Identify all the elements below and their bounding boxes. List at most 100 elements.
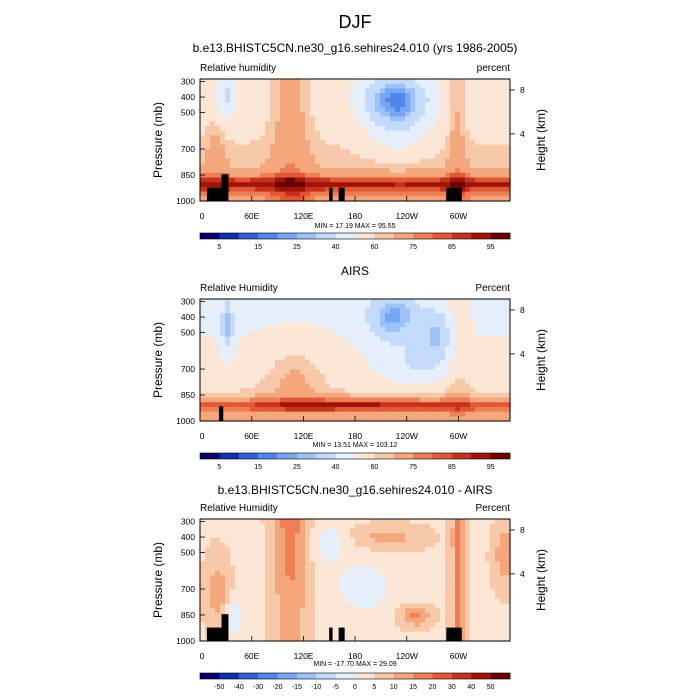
contour-cell [470,542,476,548]
contour-cell [300,397,306,403]
contour-cell [455,416,461,422]
contour-cell [455,561,461,567]
contour-cell [375,317,381,324]
contour-cell [255,631,261,637]
contour-cell [215,79,221,85]
contour-cell [200,121,206,127]
contour-cell [505,107,511,113]
contour-cell [395,350,401,356]
contour-cell [225,570,231,576]
contour-cell [400,135,406,141]
contour-cell [390,177,396,183]
contour-cell [485,533,491,539]
contour-cell [285,308,291,314]
contour-cell [295,570,301,576]
contour-cell [200,416,206,422]
contour-cell [305,163,311,169]
contour-cell [380,580,386,586]
contour-cell [465,523,471,529]
contour-cell [235,584,241,590]
contour-cell [220,135,226,141]
contour-cell [445,392,451,399]
contour-cell [310,83,316,89]
contour-cell [330,542,336,548]
contour-cell [380,584,386,590]
contour-cell [380,406,386,413]
contour-cell [340,177,346,183]
contour-cell [395,617,401,623]
contour-cell [420,551,426,558]
contour-cell [310,121,316,127]
contour-cell [325,402,331,408]
contour-cell [320,130,326,136]
contour-cell [355,322,361,328]
contour-cell [230,364,236,370]
contour-cell [465,519,471,525]
contour-cell [395,378,401,385]
contour-cell [375,551,381,558]
contour-cell [315,584,321,590]
contour-cell [320,551,326,558]
contour-cell [295,177,301,183]
contour-cell [400,388,406,394]
contour-cell [305,83,311,89]
contour-cell [245,79,251,85]
contour-cell [240,149,246,155]
contour-cell [490,406,496,413]
contour-cell [495,130,501,136]
contour-cell [345,584,351,590]
contour-cell [455,154,461,160]
contour-cell [375,537,381,544]
contour-cell [410,182,416,188]
contour-cell [460,111,466,118]
contour-cell [410,392,416,399]
contour-cell [325,537,331,544]
contour-cell [485,303,491,309]
contour-cell [335,612,341,619]
contour-cell [280,622,286,628]
contour-cell [300,416,306,422]
contour-cell [380,397,386,403]
contour-cell [210,168,216,174]
contour-cell [255,345,261,352]
contour-cell [395,397,401,403]
y2-axis-title: Height (km) [534,329,548,391]
contour-cell [370,345,376,352]
contour-cell [315,107,321,113]
contour-cell [255,313,261,319]
contour-cell [360,299,366,305]
contour-cell [480,308,486,314]
contour-cell [430,158,436,165]
contour-cell [450,523,456,529]
contour-cell [320,565,326,572]
contour-cell [395,603,401,609]
contour-cell [495,341,501,347]
contour-cell [245,177,251,183]
contour-cell [335,299,341,305]
contour-cell [290,626,296,633]
contour-cell [350,163,356,169]
contour-cell [215,360,221,366]
contour-cell [200,191,206,197]
contour-cell [485,158,491,165]
contour-cell [425,83,431,89]
contour-cell [250,626,256,633]
contour-cell [295,523,301,529]
contour-cell [225,299,231,305]
contour-cell [385,93,391,99]
contour-cell [335,345,341,352]
contour-cell [290,186,296,193]
contour-cell [290,402,296,408]
contour-cell [260,402,266,408]
contour-cell [250,547,256,553]
contour-cell [305,622,311,628]
contour-cell [470,533,476,539]
contour-cell [310,565,316,572]
contour-cell [285,93,291,99]
contour-cell [245,168,251,174]
contour-cell [380,313,386,319]
contour-cell [470,556,476,562]
contour-cell [235,345,241,352]
contour-cell [410,168,416,174]
contour-cell [370,107,376,113]
